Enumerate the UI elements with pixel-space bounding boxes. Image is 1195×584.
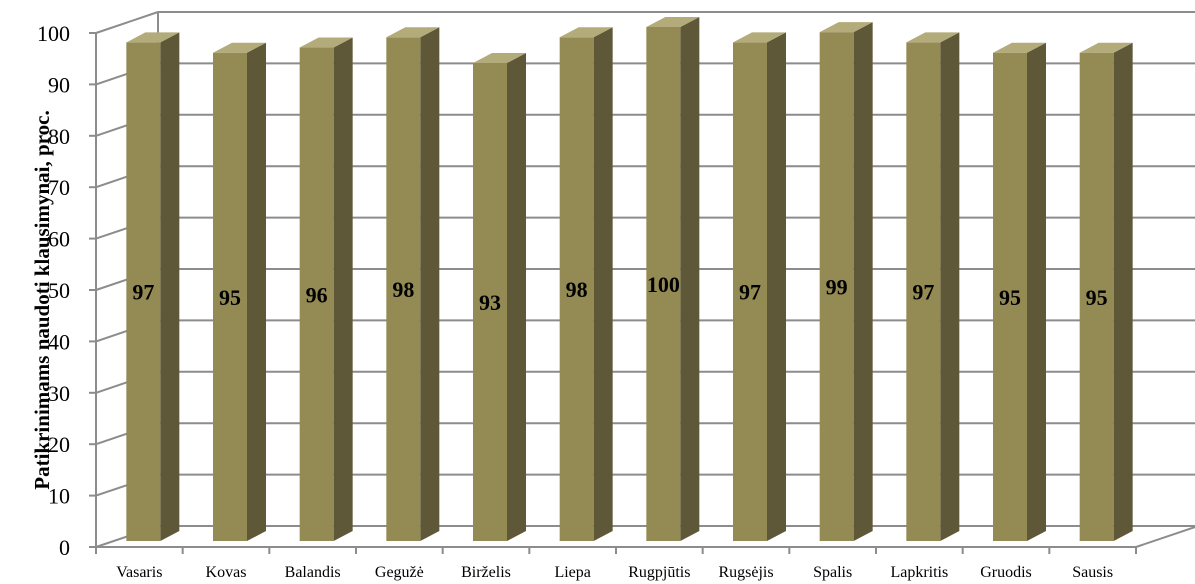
bar-top [1079,42,1133,53]
bar-side [247,42,266,541]
y-tick-label: 10 [48,484,70,509]
x-tick-label: Gegužė [375,564,424,581]
floor-edge [1135,525,1195,548]
x-tick-label: Rugsėjis [718,564,773,581]
bar-side [333,37,353,542]
bar-front [126,42,161,542]
labels: 0 10 20 30 40 50 60 70 80 90 100 97 Vasaris 95 Kovas 96… [37,21,1113,581]
bar-top [213,42,266,53]
x-tick-label: Rugpjūtis [628,564,690,581]
bar-front [213,52,247,541]
bar-top [819,22,873,33]
bar-front [819,32,854,541]
data-label: 93 [479,290,501,315]
bar-top [646,17,700,27]
bar [386,27,440,541]
bar [299,37,353,542]
data-label: 99 [826,275,848,300]
bar-top [126,32,180,43]
x-tick-label: Balandis [285,564,341,581]
x-tick-label: Liepa [554,564,590,581]
bar-top [473,52,526,63]
bar-front [299,47,334,542]
bar-side [1027,42,1046,541]
data-label: 98 [392,277,414,302]
bar-front [559,37,594,541]
data-label: 100 [647,272,680,297]
y-tick-label: 60 [48,227,70,252]
data-label: 95 [999,285,1021,310]
data-label: 98 [566,277,588,302]
x-tick-label: Kovas [206,564,247,581]
y-tick-label: 30 [48,381,70,406]
bar-front [1079,52,1114,541]
data-label: 97 [912,280,934,305]
y-tick-label: 80 [48,124,70,149]
data-label: 97 [132,280,154,305]
bar [993,42,1046,541]
y-tick-label: 20 [48,432,70,457]
data-label: 95 [1086,285,1108,310]
bar-front [386,37,421,541]
bar [819,22,873,541]
bar-side [1113,42,1133,541]
bar [906,32,960,542]
bar-side [767,32,786,542]
bar [126,32,180,542]
bar [733,32,786,542]
bar-side [940,32,960,542]
bar-front [906,42,941,542]
bar-top [733,32,786,43]
bar-side [680,17,700,541]
x-tick-label: Gruodis [980,564,1032,581]
bar [1079,42,1133,541]
data-label: 95 [219,285,241,310]
bar-side [420,27,440,541]
bar-side [853,22,873,541]
bar-top [386,27,440,38]
bar-front [993,52,1027,541]
bar [559,27,613,541]
gridline-depth [95,11,159,34]
y-tick-label: 0 [59,535,70,560]
x-tick-label: Lapkritis [890,564,948,581]
y-tick-label: 50 [48,278,70,303]
x-tick-label: Sausis [1072,564,1113,581]
bar-top [559,27,613,38]
bar-front [473,62,507,541]
y-tick-label: 100 [37,21,70,46]
y-tick-label: 70 [48,175,70,200]
bar-side [160,32,180,542]
bar-top [993,42,1046,53]
bar-front [646,27,681,541]
data-label: 96 [306,282,328,307]
bar-side [507,52,526,541]
x-tick-label: Birželis [461,564,511,581]
bar-top [906,32,960,43]
bar [646,17,700,541]
x-tick-label: Vasaris [116,564,162,581]
y-tick-label: 90 [48,72,70,97]
bar [213,42,266,541]
bar-top [299,37,353,48]
data-label: 97 [739,280,761,305]
bar [473,52,526,541]
bar-side [593,27,613,541]
y-axis-title: Patikrinimams naudoti klausimynai, proc. [30,110,54,489]
x-tick-label: Spalis [813,564,852,581]
y-tick-label: 40 [48,329,70,354]
bars [126,17,1133,542]
bar-front [733,42,767,542]
